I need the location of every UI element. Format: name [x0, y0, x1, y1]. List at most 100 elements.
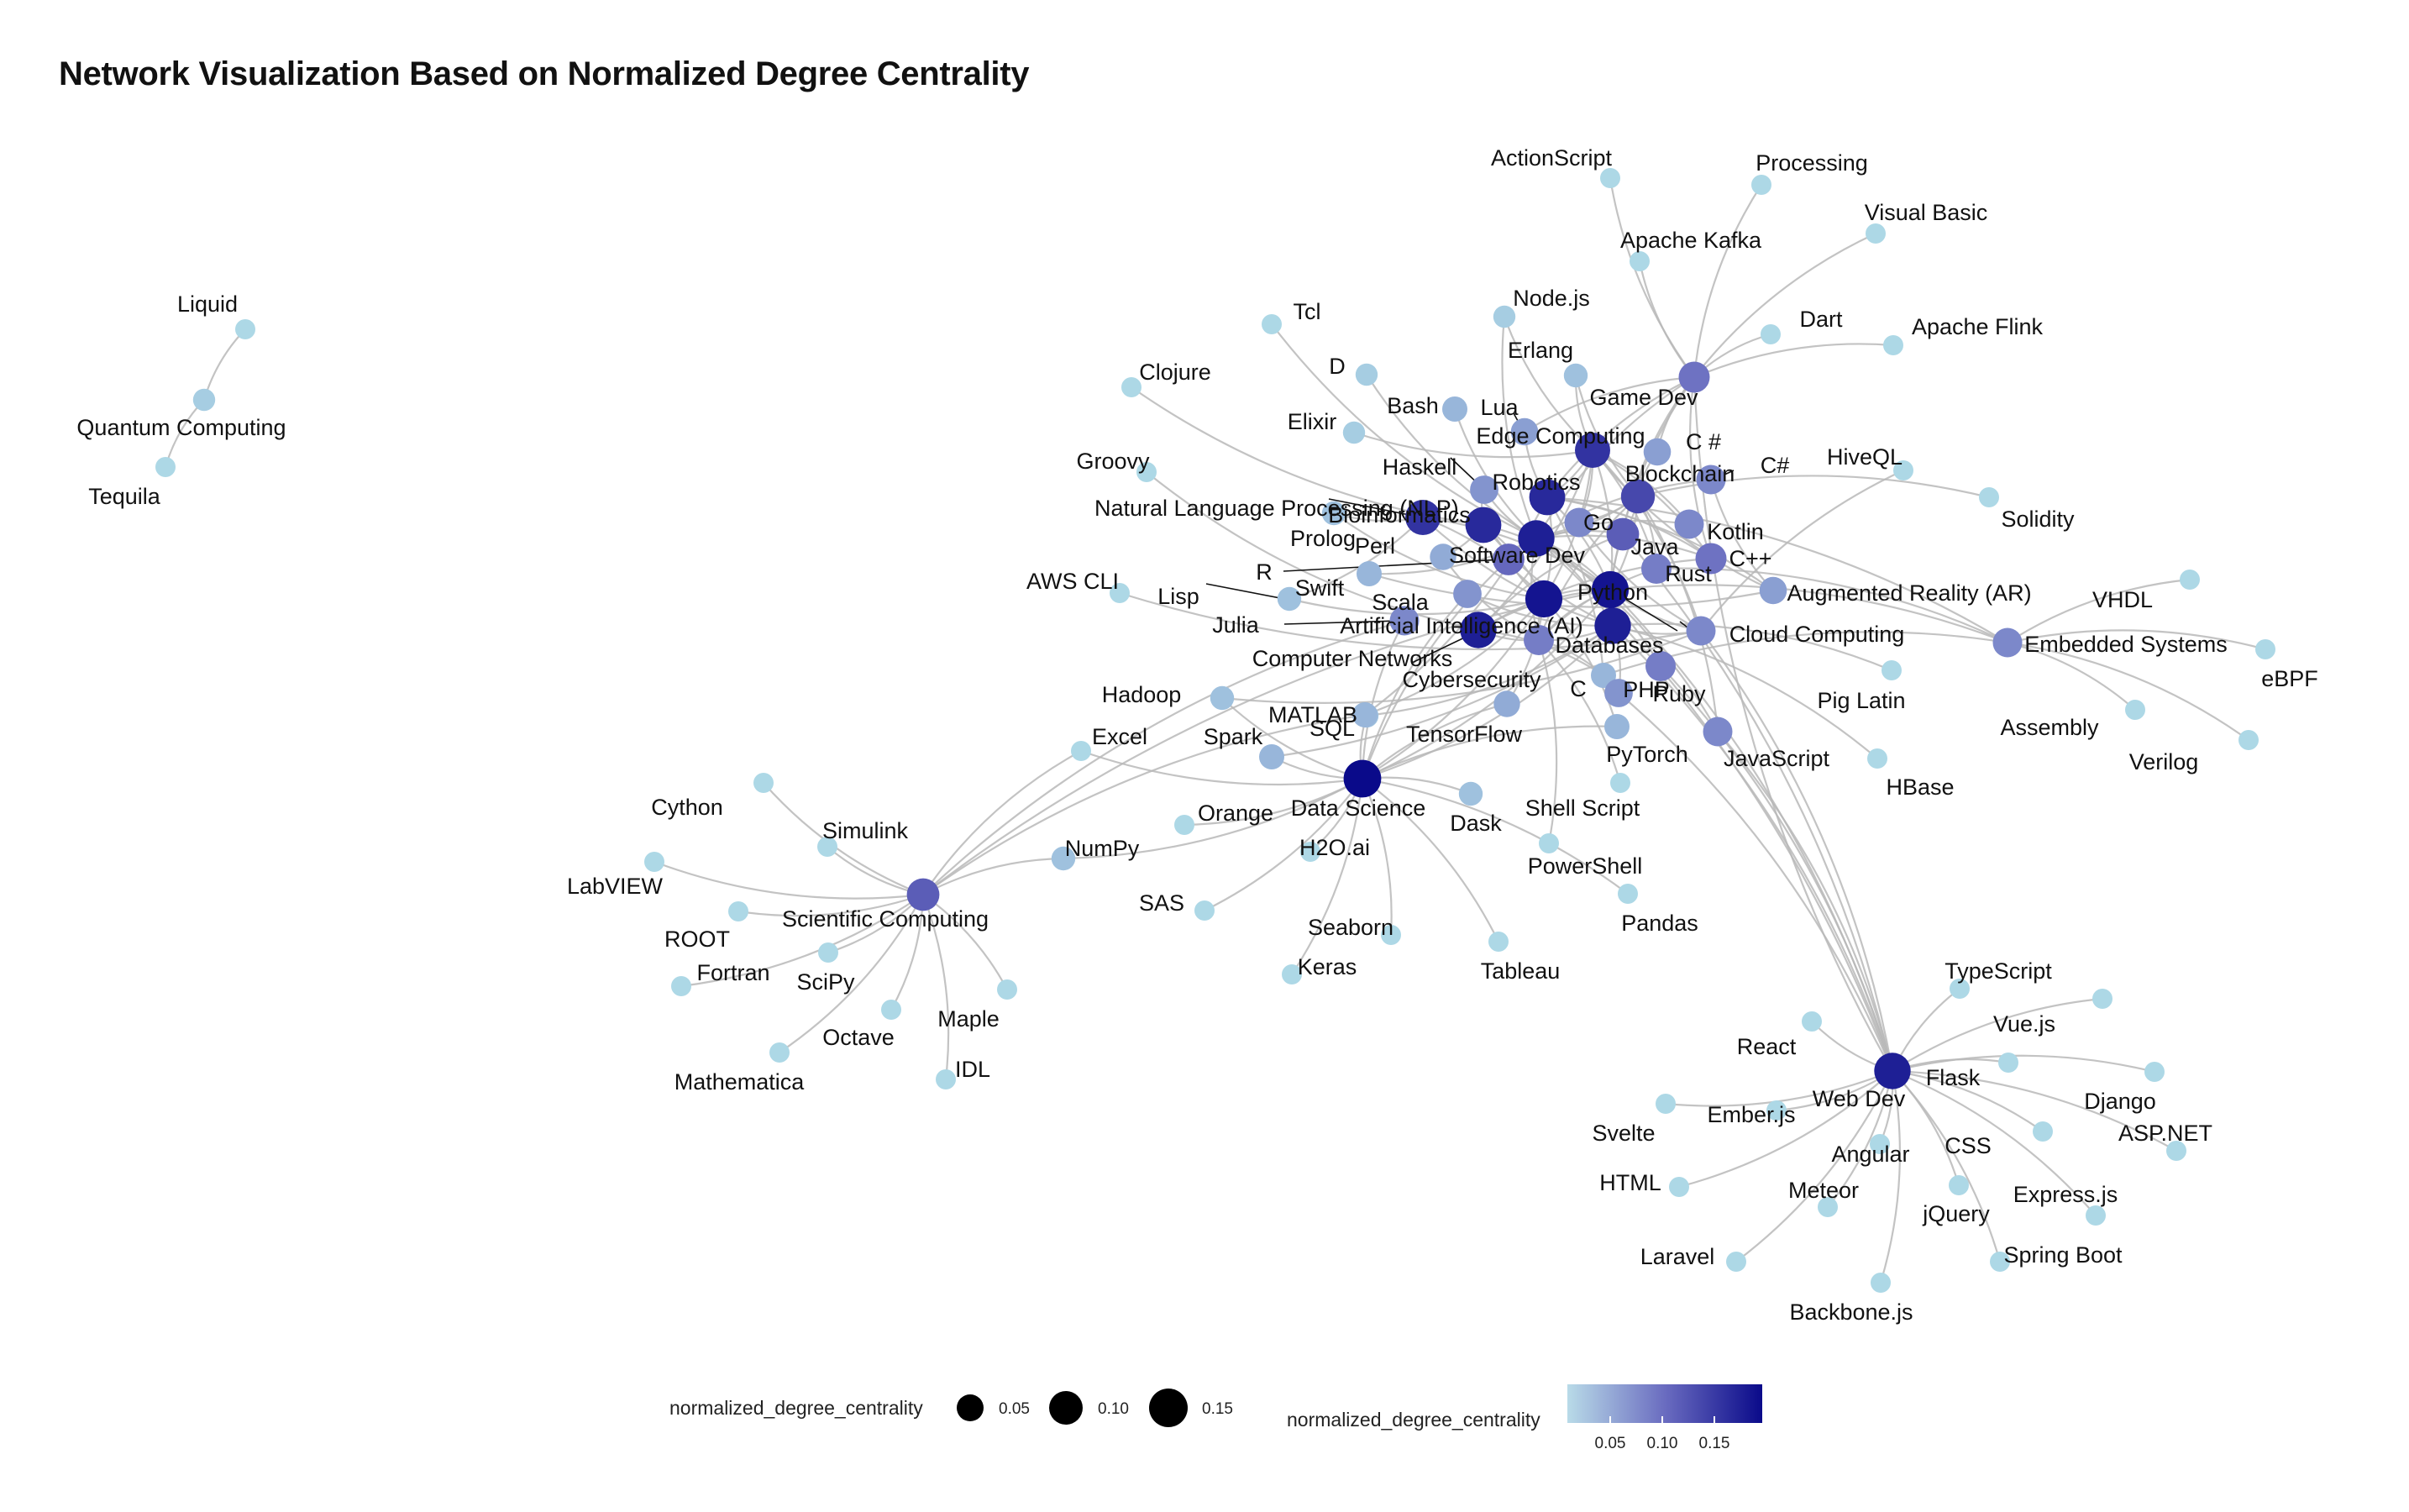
node-react[interactable]: [1802, 1011, 1822, 1032]
node-javascript[interactable]: [1703, 717, 1733, 747]
node-databases[interactable]: [1594, 607, 1631, 644]
node-apache-kafka[interactable]: [1630, 251, 1650, 271]
node-data-science[interactable]: [1343, 759, 1382, 798]
node-keras[interactable]: [1282, 964, 1302, 984]
node-matlab[interactable]: [1352, 702, 1378, 727]
node-pig-latin[interactable]: [1882, 660, 1902, 680]
node-kotlin[interactable]: [1674, 509, 1704, 539]
node-dask[interactable]: [1458, 781, 1483, 806]
node-fortran[interactable]: [671, 976, 691, 996]
node-tequila[interactable]: [155, 457, 176, 477]
node-angular[interactable]: [1870, 1134, 1890, 1154]
node-swift[interactable]: [1357, 561, 1382, 586]
node-visual-basic[interactable]: [1866, 223, 1886, 244]
node-scientific-computing[interactable]: [906, 878, 940, 911]
node-seaborn[interactable]: [1381, 925, 1401, 945]
node-haskell[interactable]: [1470, 475, 1498, 504]
node-tcl[interactable]: [1262, 314, 1282, 334]
node-erlang[interactable]: [1563, 363, 1588, 388]
node-processing[interactable]: [1751, 175, 1771, 195]
node-html[interactable]: [1669, 1177, 1689, 1197]
node-backbone-js[interactable]: [1871, 1273, 1891, 1293]
node-root[interactable]: [728, 901, 748, 921]
node-c[interactable]: [1643, 438, 1672, 466]
node-php[interactable]: [1604, 679, 1633, 707]
node-solidity[interactable]: [1979, 487, 1999, 507]
node-game-dev[interactable]: [1678, 361, 1710, 393]
node-python[interactable]: [1591, 570, 1630, 609]
node-bash[interactable]: [1442, 396, 1467, 422]
node-asp-net[interactable]: [2166, 1141, 2186, 1161]
node-h2o-ai[interactable]: [1300, 842, 1320, 862]
node-r[interactable]: [1493, 543, 1525, 575]
node-julia[interactable]: [1389, 606, 1420, 636]
node-lisp[interactable]: [1277, 586, 1302, 612]
node-css[interactable]: [2033, 1121, 2053, 1142]
node-elixir[interactable]: [1342, 421, 1366, 444]
node-sas[interactable]: [1194, 900, 1215, 921]
node-cython[interactable]: [753, 773, 774, 793]
node-computer-networks[interactable]: [1460, 612, 1497, 648]
node-excel[interactable]: [1071, 741, 1091, 761]
node-go[interactable]: [1564, 507, 1594, 538]
node-c[interactable]: [1696, 465, 1726, 495]
node-octave[interactable]: [881, 1000, 901, 1020]
node-hiveql[interactable]: [1893, 460, 1913, 480]
node-augmented-reality-ar[interactable]: [1759, 576, 1787, 605]
node-scala[interactable]: [1453, 580, 1482, 608]
node-blockchain[interactable]: [1620, 479, 1656, 514]
node-natural-language-processing-nlp[interactable]: [1405, 500, 1441, 535]
node-django[interactable]: [2144, 1062, 2165, 1082]
node-numpy[interactable]: [1051, 846, 1076, 871]
node-spring-boot[interactable]: [1990, 1252, 2010, 1272]
node-apache-flink[interactable]: [1883, 335, 1903, 355]
node-bioinformatics[interactable]: [1465, 507, 1502, 543]
node-d[interactable]: [1355, 363, 1378, 386]
node-tableau[interactable]: [1488, 932, 1509, 952]
node-ruby[interactable]: [1645, 651, 1676, 681]
node-cybersecurity[interactable]: [1524, 625, 1554, 655]
node-laravel[interactable]: [1726, 1252, 1746, 1272]
node-powershell[interactable]: [1539, 833, 1559, 853]
node-quantum-computing[interactable]: [192, 388, 216, 412]
node-artificial-intelligence-ai[interactable]: [1525, 580, 1563, 618]
node-flask[interactable]: [1998, 1053, 2018, 1073]
node-simulink[interactable]: [817, 837, 837, 857]
node-jquery[interactable]: [1949, 1175, 1969, 1195]
node-idl[interactable]: [936, 1069, 956, 1089]
node-verilog[interactable]: [2238, 730, 2259, 750]
node-hbase[interactable]: [1867, 748, 1887, 769]
node-meteor[interactable]: [1818, 1197, 1838, 1217]
node-java[interactable]: [1606, 517, 1640, 551]
node-groovy[interactable]: [1136, 462, 1157, 482]
node-robotics[interactable]: [1529, 479, 1566, 516]
node-express-js[interactable]: [2086, 1205, 2106, 1226]
node-lua[interactable]: [1510, 417, 1539, 446]
node-spark[interactable]: [1259, 744, 1284, 769]
node-assembly[interactable]: [2125, 700, 2145, 720]
node-hadoop[interactable]: [1210, 685, 1235, 711]
node-perl[interactable]: [1430, 543, 1456, 570]
node-aws-cli[interactable]: [1110, 583, 1130, 603]
node-maple[interactable]: [997, 979, 1017, 1000]
node-software-dev[interactable]: [1518, 520, 1555, 557]
node-embedded-systems[interactable]: [1992, 627, 2023, 658]
node-vue-js[interactable]: [2092, 989, 2112, 1009]
node-rust[interactable]: [1641, 554, 1672, 584]
node-tensorflow[interactable]: [1493, 690, 1520, 717]
node-dart[interactable]: [1761, 324, 1781, 344]
node-labview[interactable]: [644, 852, 664, 872]
node-c[interactable]: [1695, 543, 1727, 575]
node-cloud-computing[interactable]: [1686, 616, 1716, 646]
node-node-js[interactable]: [1493, 305, 1516, 328]
node-prolog[interactable]: [1321, 501, 1346, 526]
node-orange[interactable]: [1174, 815, 1194, 835]
node-mathematica[interactable]: [769, 1042, 790, 1063]
node-clojure[interactable]: [1121, 377, 1142, 397]
node-ebpf[interactable]: [2255, 639, 2275, 659]
node-svelte[interactable]: [1656, 1094, 1676, 1114]
node-edge-computing[interactable]: [1575, 433, 1610, 468]
node-actionscript[interactable]: [1600, 168, 1620, 188]
node-typescript[interactable]: [1950, 979, 1970, 999]
node-web-dev[interactable]: [1874, 1053, 1911, 1089]
